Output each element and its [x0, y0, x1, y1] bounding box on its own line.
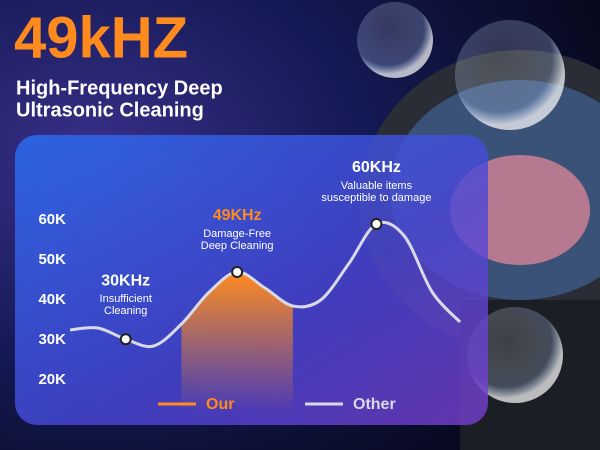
y-tick-label: 50K — [38, 251, 66, 268]
annotation-text: Valuable items — [341, 180, 413, 192]
point-marker — [119, 333, 132, 346]
annotation-text: Damage-Free — [203, 228, 271, 240]
line — [69, 220, 462, 349]
y-tick-label: 20K — [38, 371, 66, 388]
chart-title: 49kHZ — [14, 5, 188, 70]
y-tick-label: 40K — [38, 291, 66, 308]
y-tick-label: 30K — [38, 331, 66, 348]
legend-label: Other — [353, 396, 396, 413]
plot: 20K 30K 40K 50K 60K 30KHz InsufficientCleaning… — [38, 159, 462, 413]
annotation-title: 30KHz — [101, 272, 150, 289]
chart-subtitle: High-Frequency Deep — [16, 77, 223, 99]
point-marker — [231, 266, 244, 278]
annotation-text: Insufficient — [100, 293, 152, 305]
y-tick-label: 60K — [38, 211, 66, 228]
legend-label: Our — [206, 396, 234, 413]
annotation-text: Cleaning — [104, 305, 147, 317]
annotation-text: susceptible to damage — [321, 192, 431, 204]
annotation-text: Deep Cleaning — [201, 240, 274, 252]
point-marker — [370, 218, 383, 230]
annotation-title: 49KHz — [213, 207, 262, 224]
bubble — [455, 20, 565, 130]
bubble — [467, 307, 563, 403]
area — [181, 271, 293, 412]
bubble — [357, 2, 433, 78]
chart-subtitle: Ultrasonic Cleaning — [16, 99, 204, 121]
annotation-title: 60KHz — [352, 159, 401, 176]
